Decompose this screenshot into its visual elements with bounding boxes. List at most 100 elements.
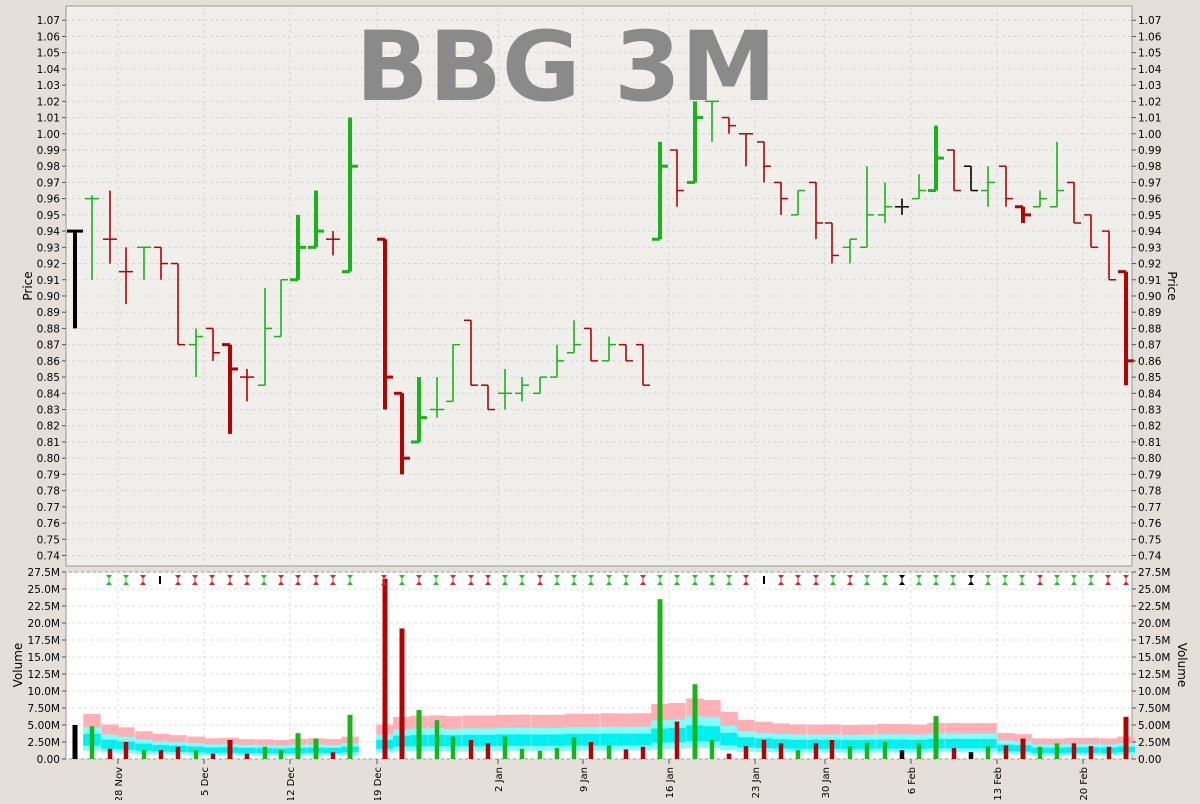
signal-arrow-down — [227, 575, 233, 579]
volume-band-inner — [548, 734, 566, 746]
signal-arrow-up — [416, 581, 422, 585]
signal-arrow-down — [795, 575, 801, 579]
volume-band-inner — [479, 734, 497, 747]
volume-bar — [227, 739, 233, 759]
volume-bar — [933, 716, 939, 759]
x-tick-label: 2 Jan — [494, 767, 505, 792]
signal-arrow-up — [106, 581, 112, 585]
volume-bar — [882, 742, 888, 759]
signal-arrow-down — [123, 575, 129, 579]
signal-arrow-down — [399, 575, 405, 579]
signal-arrow-up — [985, 581, 991, 585]
volume-band-inner — [135, 743, 153, 751]
signal-arrow-down — [554, 575, 560, 579]
signal-arrow-down — [519, 575, 525, 579]
price-tick-label: 0.99 — [37, 145, 60, 157]
price-axis-label-right: Price — [1165, 271, 1179, 300]
volume-bar — [709, 739, 715, 759]
price-tick-label: 1.02 — [1138, 96, 1161, 108]
volume-bar — [674, 721, 680, 759]
signal-arrow-up — [278, 581, 284, 585]
signal-arrow-up — [830, 581, 836, 585]
signal-arrow-down — [330, 575, 336, 579]
price-tick-label: 0.95 — [1138, 210, 1161, 222]
volume-bar — [210, 753, 216, 759]
price-bars — [67, 100, 1134, 475]
signal-arrow-down — [106, 575, 112, 579]
volume-bar — [1071, 743, 1077, 759]
price-tick-label: 0.74 — [37, 551, 61, 563]
signal-arrow-down — [657, 575, 663, 579]
volume-bar — [554, 748, 560, 759]
signal-bar — [159, 576, 161, 584]
price-tick-label: 1.05 — [37, 48, 60, 60]
price-tick-label: 0.88 — [37, 323, 60, 335]
signal-arrow-down — [916, 575, 922, 579]
price-tick-label: 0.77 — [37, 502, 60, 514]
signal-arrow-down — [571, 575, 577, 579]
volume-bar — [468, 739, 474, 759]
price-tick-label: 1.00 — [1138, 129, 1161, 141]
volume-tick-label: 22.5M — [28, 601, 60, 613]
volume-bar — [761, 739, 767, 759]
volume-band-inner — [101, 739, 119, 749]
signal-arrow-up — [519, 581, 525, 585]
price-tick-label: 0.84 — [37, 388, 61, 400]
signal-arrow-up — [468, 581, 474, 585]
signal-arrow-up — [1071, 581, 1077, 585]
signal-arrow-down — [313, 575, 319, 579]
volume-bar — [1003, 745, 1009, 759]
signal-arrow-up — [571, 581, 577, 585]
volume-band-inner — [324, 747, 342, 754]
volume-axis-left: 0.00 2.50M 5.00M 7.50M 10.0M 12.5M 15.0M 17.5M 2… — [28, 567, 66, 766]
signal-arrow-up — [485, 581, 491, 585]
volume-band-inner — [893, 739, 911, 749]
x-tick-label: 23 Jan — [751, 767, 762, 798]
price-tick-label: 0.92 — [1138, 259, 1161, 271]
volume-bar — [916, 743, 922, 759]
signal-arrow-up — [261, 581, 267, 585]
signal-arrow-up — [450, 581, 456, 585]
x-tick-label: 12 Dec — [286, 767, 297, 800]
price-axis-right: 0.74 0.75 0.76 0.77 0.78 0.79 0.80 0.81 0.82 0.83… — [1132, 15, 1162, 563]
signal-arrow-up — [399, 581, 405, 585]
volume-band-inner — [703, 726, 721, 742]
signal-arrow-down — [674, 575, 680, 579]
x-tick-label: 9 Jan — [579, 767, 590, 792]
price-tick-label: 0.78 — [1138, 486, 1161, 498]
signal-arrow-down — [640, 575, 646, 579]
price-tick-label: 0.95 — [37, 210, 60, 222]
volume-bar — [899, 750, 905, 759]
signal-arrow-down — [950, 575, 956, 579]
chart-title: BBG 3M — [356, 11, 777, 123]
volume-bar — [864, 742, 870, 759]
signal-arrow-up — [864, 581, 870, 585]
signal-arrow-up — [640, 581, 646, 585]
price-tick-label: 0.91 — [37, 275, 60, 287]
price-tick-label: 0.83 — [1138, 405, 1161, 417]
volume-bar — [416, 710, 422, 759]
x-tick-label: 30 Jan — [821, 767, 832, 798]
price-tick-label: 0.96 — [37, 194, 61, 206]
signal-arrow-up — [606, 581, 612, 585]
signal-arrow-down — [847, 575, 853, 579]
volume-bar — [1037, 746, 1043, 759]
volume-bar — [123, 742, 129, 759]
volume-bar — [175, 746, 181, 759]
x-tick-label: 20 Feb — [1079, 767, 1090, 800]
volume-bar — [72, 725, 78, 759]
volume-band-inner — [979, 739, 997, 749]
volume-bar — [89, 726, 95, 759]
price-tick-label: 0.90 — [37, 291, 60, 303]
volume-bar — [657, 599, 663, 759]
signal-arrow-up — [295, 581, 301, 585]
price-tick-label: 0.87 — [37, 340, 60, 352]
signal-arrow-up — [227, 581, 233, 585]
volume-bar — [726, 753, 732, 759]
signal-arrow-up — [1123, 581, 1129, 585]
volume-bar — [588, 742, 594, 759]
volume-bar — [107, 748, 113, 759]
x-tick-label: 6 Feb — [907, 767, 918, 794]
x-axis: 28 Nov 5 Dec 12 Dec 19 Dec 2 Jan 9 Jan 16 Jan 2… — [114, 759, 1090, 802]
signal-arrow-down — [588, 575, 594, 579]
